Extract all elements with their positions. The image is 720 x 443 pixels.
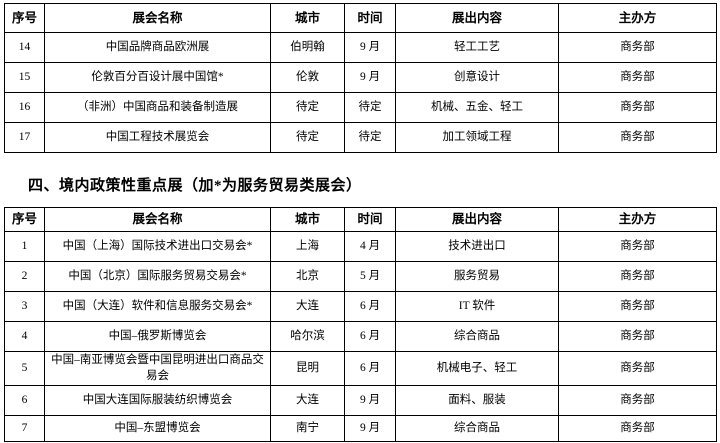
table-cell: 中国–俄罗斯博览会: [44, 321, 271, 352]
table-cell: 16: [4, 92, 45, 123]
table-cell: 大连: [270, 291, 345, 322]
table-cell: 技术进出口: [395, 231, 559, 262]
table-cell: 商务部: [558, 32, 717, 63]
table-cell: 17: [4, 122, 45, 153]
table-cell: 商务部: [558, 122, 717, 153]
column-header: 时间: [344, 3, 396, 33]
table-cell: 3: [4, 291, 45, 322]
column-header: 序号: [4, 3, 45, 33]
table-cell: 待定: [270, 92, 345, 123]
table-cell: 大连: [270, 385, 345, 417]
table-cell: 加工领域工程: [395, 122, 559, 153]
table-cell: 北京: [270, 261, 345, 292]
table-cell: 6 月: [344, 291, 396, 322]
table-cell: 15: [4, 62, 45, 93]
column-header: 展会名称: [44, 3, 271, 33]
column-header: 展出内容: [395, 207, 559, 232]
table-cell: 中国–南亚博览会暨中国昆明进出口商品交易会: [44, 350, 271, 387]
table-cell: 商务部: [558, 92, 717, 123]
table-row: 17 中国工程技术展览会 待定 待定 加工领域工程 商务部: [4, 122, 717, 153]
table-cell: 2: [4, 261, 45, 292]
table-cell: 服务贸易: [395, 261, 559, 292]
table-cell: 9 月: [344, 62, 396, 93]
table-cell: 综合商品: [395, 415, 559, 443]
column-header: 展会名称: [44, 207, 271, 232]
table-row: 3 中国（大连）软件和信息服务交易会* 大连 6 月 IT 软件 商务部: [4, 291, 717, 322]
table-cell: 商务部: [558, 231, 717, 262]
table-cell: 6 月: [344, 350, 396, 387]
header-row: 序号 展会名称 城市 时间 展出内容 主办方: [4, 3, 717, 33]
table-cell: 中国品牌商品欧洲展: [44, 32, 271, 63]
table-row: 1 中国（上海）国际技术进出口交易会* 上海 4 月技术进出口 商务部: [4, 231, 717, 262]
table-cell: 1: [4, 231, 45, 262]
table-row: 15 伦敦百分百设计展中国馆* 伦敦 9 月创意设计 商务部: [4, 62, 717, 93]
table-cell: 上海: [270, 231, 345, 262]
table-cell: 商务部: [558, 385, 717, 417]
table-cell: 机械电子、轻工: [395, 350, 559, 387]
table-cell: 中国（上海）国际技术进出口交易会*: [44, 231, 271, 262]
section-title: 四、境内政策性重点展（加*为服务贸易类展会）: [28, 178, 362, 194]
table-cell: 昆明: [270, 350, 345, 387]
table-cell: 伦敦: [270, 62, 345, 93]
column-header: 时间: [344, 207, 396, 232]
overseas-exhibitions-table: 序号 展会名称 城市 时间 展出内容 主办方 14 中国品牌商品欧洲展 伯明翰 9 月轻工工艺 商务…: [4, 3, 717, 153]
table-cell: （非洲）中国商品和装备制造展: [44, 92, 271, 123]
table-cell: 中国（大连）软件和信息服务交易会*: [44, 291, 271, 322]
table-cell: 机械、五金、轻工: [395, 92, 559, 123]
table-cell: 商务部: [558, 321, 717, 352]
table-cell: 商务部: [558, 291, 717, 322]
column-header: 城市: [270, 3, 345, 33]
table-cell: IT 软件: [395, 291, 559, 322]
table-cell: 中国大连国际服装纺织博览会: [44, 385, 271, 417]
table-row: 7 中国–东盟博览会 南宁 9 月综合商品 商务部: [4, 415, 717, 443]
table-row: 16 （非洲）中国商品和装备制造展 待定 待定 机械、五金、轻工 商务部: [4, 92, 717, 123]
table-cell: 5: [4, 350, 45, 387]
table-row: 4 中国–俄罗斯博览会 哈尔滨 6 月综合商品 商务部: [4, 321, 717, 352]
table-row: 14 中国品牌商品欧洲展 伯明翰 9 月轻工工艺 商务部: [4, 32, 717, 63]
table-cell: 伯明翰: [270, 32, 345, 63]
table-cell: 哈尔滨: [270, 321, 345, 352]
table-cell: 伦敦百分百设计展中国馆*: [44, 62, 271, 93]
table-cell: 综合商品: [395, 321, 559, 352]
table-cell: 待定: [270, 122, 345, 153]
table-cell: 商务部: [558, 350, 717, 387]
table-cell: 4 月: [344, 231, 396, 262]
column-header: 展出内容: [395, 3, 559, 33]
table-cell: 6 月: [344, 321, 396, 352]
column-header: 序号: [4, 207, 45, 232]
table-row: 5 中国–南亚博览会暨中国昆明进出口商品交易会 昆明 6 月机械电子、轻工 商务部: [4, 350, 717, 387]
table-cell: 5 月: [344, 261, 396, 292]
table-cell: 商务部: [558, 261, 717, 292]
table-cell: 9 月: [344, 385, 396, 417]
table-row: 2 中国（北京）国际服务贸易交易会* 北京 5 月服务贸易 商务部: [4, 261, 717, 292]
table-cell: 14: [4, 32, 45, 63]
column-header: 主办方: [558, 207, 717, 232]
table-cell: 中国（北京）国际服务贸易交易会*: [44, 261, 271, 292]
table-cell: 面料、服装: [395, 385, 559, 417]
column-header: 城市: [270, 207, 345, 232]
table-cell: 6: [4, 385, 45, 417]
table-cell: 商务部: [558, 415, 717, 443]
table-cell: 9 月: [344, 415, 396, 443]
table-cell: 轻工工艺: [395, 32, 559, 63]
table-cell: 商务部: [558, 62, 717, 93]
table-cell: 9 月: [344, 32, 396, 63]
table-cell: 中国工程技术展览会: [44, 122, 271, 153]
table-cell: 4: [4, 321, 45, 352]
table-cell: 待定: [344, 122, 396, 153]
table-cell: 7: [4, 415, 45, 443]
column-header: 主办方: [558, 3, 717, 33]
table-row: 6 中国大连国际服装纺织博览会 大连 9 月面料、服装 商务部: [4, 385, 717, 417]
domestic-exhibitions-table: 序号 展会名称 城市 时间 展出内容 主办方 1 中国（上海）国际技术进出口交易会* 上海 4 月…: [4, 207, 717, 443]
table-cell: 创意设计: [395, 62, 559, 93]
table-cell: 待定: [344, 92, 396, 123]
table-cell: 中国–东盟博览会: [44, 415, 271, 443]
table-cell: 南宁: [270, 415, 345, 443]
header-row: 序号 展会名称 城市 时间 展出内容 主办方: [4, 207, 717, 232]
